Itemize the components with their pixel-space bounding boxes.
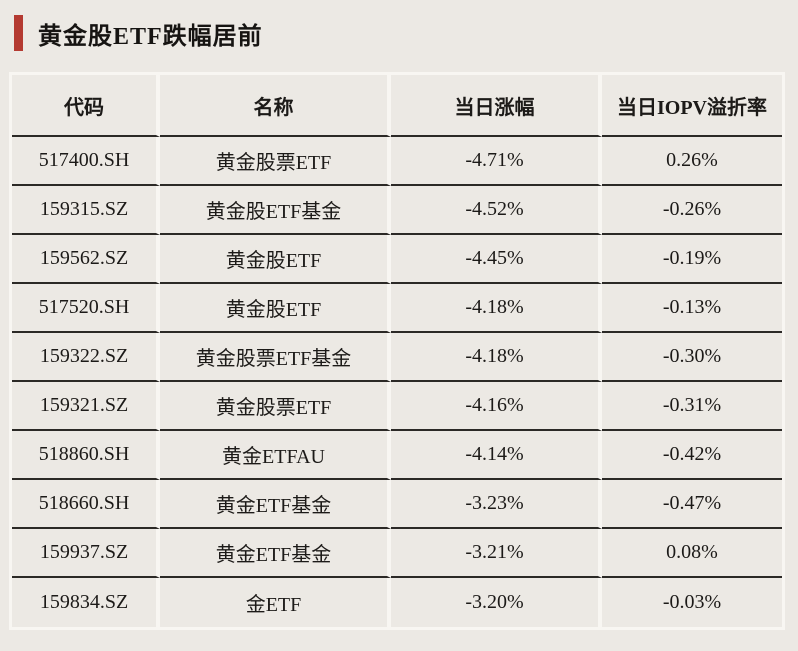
code-cell: 159321.SZ [12,382,160,431]
name-cell: 黄金股票ETF [160,382,391,431]
column-header: 代码 [12,75,160,137]
iopv-premium-cell: -0.03% [662,591,722,613]
table-row: 159321.SZ 黄金股票ETF -4.16% -0.31% [12,382,782,431]
code-cell: 517400.SH [12,137,160,186]
code-cell: 159937.SZ [12,529,160,578]
name-cell: 黄金股ETF基金 [160,186,391,235]
name-cell: 黄金股票ETF基金 [160,333,391,382]
daily-change-cell: -3.23% [391,480,602,529]
daily-change-cell: -4.52% [391,186,602,235]
iopv-premium-cell: -0.42% [602,431,782,480]
iopv-premium-cell: -0.31% [602,382,782,431]
daily-change-cell: -3.21% [391,529,602,578]
iopv-premium-cell: -0.19% [602,235,782,284]
table-row: 159315.SZ 黄金股ETF基金 -4.52% -0.26% [12,186,782,235]
table-header-row: 代码 名称 当日涨幅 当日IOPV溢折率 [12,75,782,137]
daily-change-cell: -4.18% [391,284,602,333]
iopv-premium-cell: -0.26% [602,186,782,235]
column-header: 名称 [160,75,391,137]
name-cell: 黄金股票ETF [160,137,391,186]
table-row: 159834.SZ 金ETF -3.20% -0.03% [12,578,782,627]
daily-change-cell: -4.71% [391,137,602,186]
code-cell: 159834.SZ [12,578,160,627]
name-cell: 黄金股ETF [160,235,391,284]
code-cell: 159562.SZ [12,235,160,284]
iopv-premium-cell: 0.08% [602,529,782,578]
iopv-premium-cell: 0.26% [602,137,782,186]
daily-change-cell: -4.14% [391,431,602,480]
red-accent-bar [14,15,23,51]
table-row: 159322.SZ 黄金股票ETF基金 -4.18% -0.30% [12,333,782,382]
daily-change-cell: -4.18% [391,333,602,382]
name-cell: 黄金ETFAU [160,431,391,480]
column-header: 当日IOPV溢折率 [602,75,782,137]
page-title: 黄金股ETF跌幅居前 [38,23,263,50]
name-cell: 黄金股ETF [160,284,391,333]
etf-table: 代码 名称 当日涨幅 当日IOPV溢折率 517400.SH 黄金股票ETF -4.71%… [9,72,785,630]
code-cell: 518660.SH [12,480,160,529]
table-row: 159937.SZ 黄金ETF基金 -3.21% 0.08% [12,529,782,578]
table-body: 517400.SH 黄金股票ETF -4.71% 0.26% 159315.SZ 黄金股E… [12,137,782,627]
code-cell: 517520.SH [12,284,160,333]
name-cell: 金ETF [160,578,391,627]
code-cell: 159322.SZ [12,333,160,382]
table-row: 517400.SH 黄金股票ETF -4.71% 0.26% [12,137,782,186]
iopv-premium-cell: -0.30% [602,333,782,382]
name-cell: 黄金ETF基金 [160,529,391,578]
title-section: 黄金股ETF跌幅居前 [14,15,798,51]
table-row: 518660.SH 黄金ETF基金 -3.23% -0.47% [12,480,782,529]
table-row: 517520.SH 黄金股ETF -4.18% -0.13% [12,284,782,333]
code-cell: 518860.SH [12,431,160,480]
daily-change-cell: -3.20% [391,578,602,627]
column-header: 当日涨幅 [391,75,602,137]
iopv-premium-cell: -0.47% [602,480,782,529]
daily-change-cell: -4.16% [391,382,602,431]
table-row: 159562.SZ 黄金股ETF -4.45% -0.19% [12,235,782,284]
name-cell: 黄金ETF基金 [160,480,391,529]
daily-change-cell: -4.45% [391,235,602,284]
table-row: 518860.SH 黄金ETFAU -4.14% -0.42% [12,431,782,480]
iopv-premium-cell: -0.13% [602,284,782,333]
code-cell: 159315.SZ [12,186,160,235]
